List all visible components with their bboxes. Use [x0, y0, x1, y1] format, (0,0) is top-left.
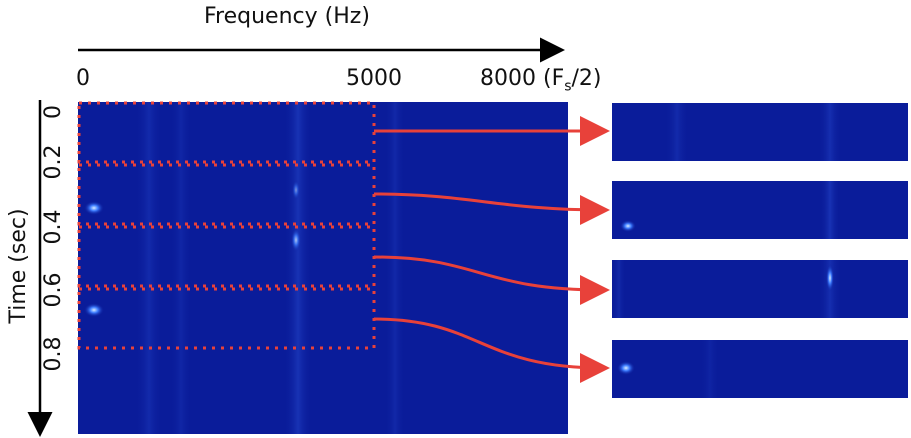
frequency-tick-0: 0: [76, 66, 90, 91]
connector-arrows: [373, 116, 610, 383]
connector-arrow-4: [373, 317, 610, 383]
patch-2: [612, 181, 908, 239]
patch-1: [612, 103, 908, 161]
connector-arrow-3: [373, 255, 610, 305]
frequency-tick-8000: 8000 (Fs/2): [480, 66, 602, 95]
patch-3: [612, 260, 908, 318]
frequency-axis-title: Frequency (Hz): [204, 4, 370, 29]
frequency-tick-5000: 5000: [346, 66, 402, 91]
main-spectrogram: [78, 102, 568, 434]
patch-4: [612, 340, 908, 398]
connector-arrow-2: [373, 192, 610, 225]
